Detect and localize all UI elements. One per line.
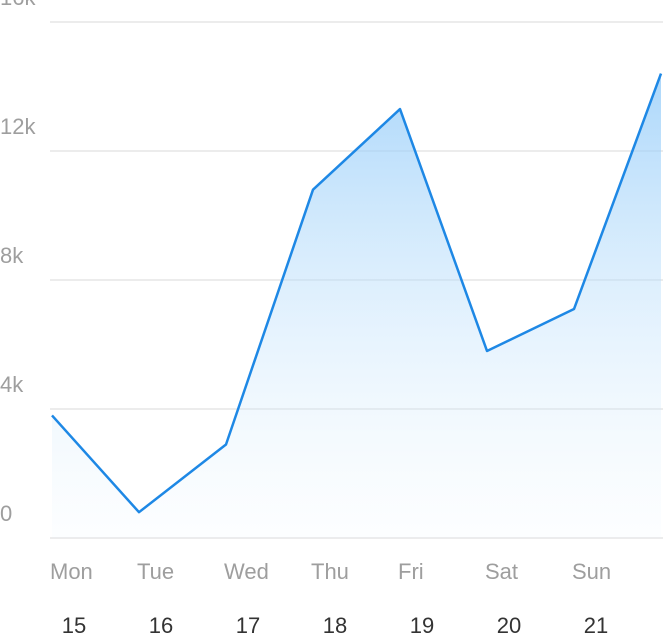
date-label: 17 xyxy=(236,613,260,636)
y-tick-label: 4k xyxy=(0,372,24,397)
x-tick-label: Thu xyxy=(311,559,349,584)
y-tick-label: 0 xyxy=(0,501,12,526)
x-tick-label: Mon xyxy=(50,559,93,584)
date-label: 19 xyxy=(410,613,434,636)
x-tick-label: Sun xyxy=(572,559,611,584)
date-label: 20 xyxy=(497,613,521,636)
date-label: 18 xyxy=(323,613,347,636)
date-label: 21 xyxy=(584,613,608,636)
y-tick-label: 16k xyxy=(0,0,36,10)
x-tick-label: Tue xyxy=(137,559,174,584)
date-label: 16 xyxy=(149,613,173,636)
y-tick-label: 12k xyxy=(0,114,36,139)
y-tick-label: 8k xyxy=(0,243,24,268)
line xyxy=(51,73,663,514)
date-label: 15 xyxy=(62,613,86,636)
area-fill xyxy=(52,73,661,538)
x-tick-label: Wed xyxy=(224,559,269,584)
x-tick-label: Sat xyxy=(485,559,518,584)
x-tick-label: Fri xyxy=(398,559,424,584)
